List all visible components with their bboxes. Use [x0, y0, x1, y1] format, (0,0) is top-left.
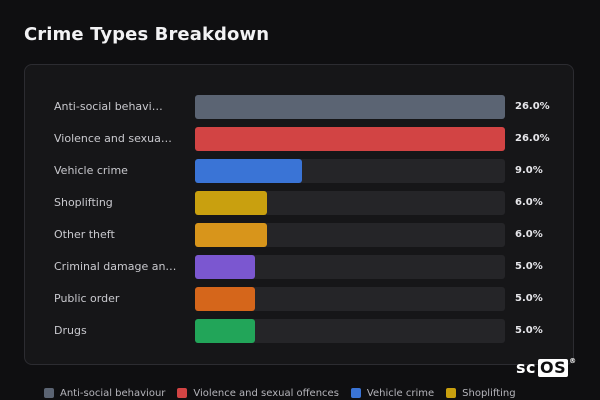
bar-label: Violence and sexua…: [54, 132, 172, 145]
logo-os: OS: [538, 357, 569, 377]
bar-value-label: 26.0%: [515, 133, 550, 144]
bar[interactable]: [195, 223, 267, 247]
legend-item[interactable]: Vehicle crime: [350, 387, 435, 399]
logo-sc: sc: [516, 358, 537, 377]
bar-label: Anti-social behavi…: [54, 100, 163, 113]
bar-value-label: 9.0%: [515, 165, 543, 176]
bar-value-label: 5.0%: [515, 293, 543, 304]
legend: Anti-social behaviour Violence and sexual…: [44, 386, 516, 400]
chart-title: Crime Types Breakdown: [24, 24, 270, 45]
legend-label: Vehicle crime: [366, 387, 435, 399]
legend-label: Anti-social behaviour: [60, 387, 166, 399]
bar-label: Other theft: [54, 228, 115, 241]
legend-swatch: [350, 388, 361, 398]
bar-value-label: 5.0%: [515, 261, 543, 272]
bar[interactable]: [195, 127, 505, 151]
logo-registered: ®: [569, 357, 577, 365]
bar[interactable]: [195, 159, 302, 183]
bar[interactable]: [195, 319, 255, 343]
legend-item[interactable]: Anti-social behaviour: [44, 388, 165, 399]
legend-swatch: [446, 388, 457, 398]
bar[interactable]: [195, 191, 267, 215]
scos-logo: sc OS ®: [516, 357, 577, 377]
bar-value-label: 5.0%: [515, 325, 543, 336]
legend-swatch: [177, 388, 188, 398]
legend-item[interactable]: Violence and sexual offences: [177, 388, 339, 399]
bar-label: Criminal damage an…: [54, 260, 177, 273]
bar-label: Vehicle crime: [54, 164, 128, 177]
bar-value-label: 6.0%: [515, 229, 543, 240]
bar-label: Shoplifting: [54, 196, 113, 209]
bar[interactable]: [195, 255, 255, 279]
legend-item[interactable]: Shoplifting: [446, 387, 516, 399]
bar[interactable]: [195, 95, 505, 119]
bar[interactable]: [195, 287, 255, 311]
legend-label: Shoplifting: [462, 387, 516, 399]
bar-label: Public order: [54, 292, 120, 305]
legend-swatch: [44, 388, 54, 398]
bar-label: Drugs: [54, 324, 87, 337]
bar-value-label: 6.0%: [515, 197, 543, 208]
bar-value-label: 26.0%: [515, 101, 550, 112]
legend-label: Violence and sexual offences: [193, 387, 339, 399]
